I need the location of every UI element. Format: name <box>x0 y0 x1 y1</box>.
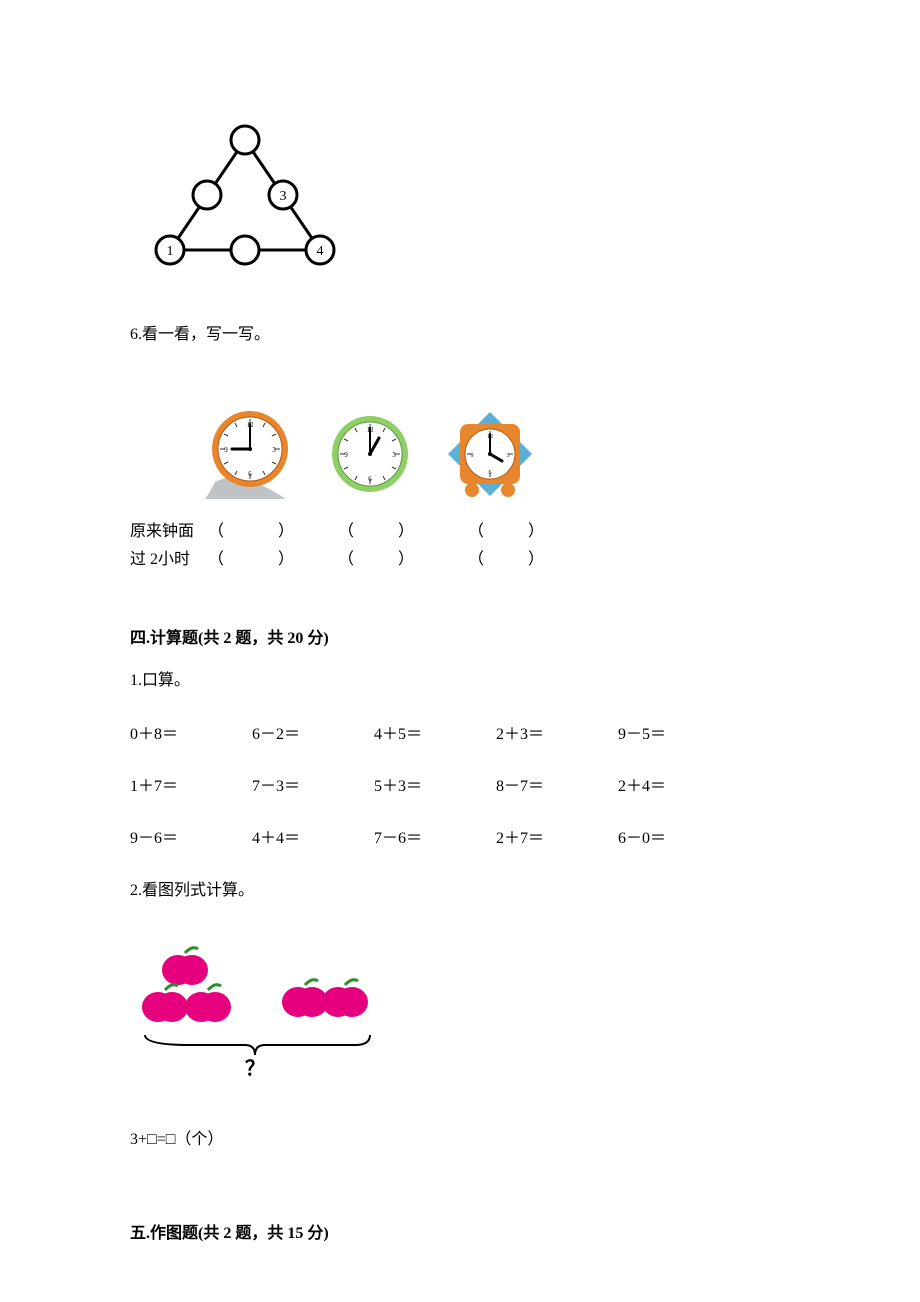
clocks-svg: 12 3 6 9 12 3 6 9 <box>130 394 560 504</box>
paren: ） <box>278 517 308 541</box>
calc-cell: 0＋8＝ <box>130 720 252 744</box>
calc-cell: 2＋3＝ <box>496 720 618 744</box>
apple <box>185 985 231 1022</box>
apple <box>322 980 368 1017</box>
clock-labels: 原来钟面 （ ） （ ） （ ） 过 2小时 （ ） （ ） （ ） <box>130 517 790 569</box>
clock-2: 12 3 6 9 <box>332 416 408 492</box>
row1-label: 原来钟面 <box>130 517 208 541</box>
calc-cell: 2＋4＝ <box>618 772 740 796</box>
calc-row-0: 0＋8＝ 6－2＝ 4＋5＝ 2＋3＝ 9－5＝ <box>130 720 790 744</box>
svg-text:9: 9 <box>344 451 348 459</box>
triangle-num-rightmid: 3 <box>280 189 287 204</box>
calc-cell: 4＋5＝ <box>374 720 496 744</box>
apples-figure: ？ <box>130 935 790 1090</box>
section4-q1-label: 1.口算。 <box>130 666 790 690</box>
section4-q2-label: 2.看图列式计算。 <box>130 876 790 900</box>
svg-text:6: 6 <box>248 470 252 478</box>
svg-text:3: 3 <box>507 453 510 459</box>
row2-label: 过 2小时 <box>130 545 208 569</box>
clock-3: 12 3 6 9 <box>448 412 532 497</box>
apple <box>162 948 208 985</box>
triangle-node-left-mid <box>193 181 221 209</box>
calc-row-2: 9－6＝ 4＋4＝ 7－6＝ 2＋7＝ 6－0＝ <box>130 824 790 848</box>
calc-cell: 7－6＝ <box>374 824 496 848</box>
triangle-node-bottom-mid <box>231 236 259 264</box>
calc-cell: 4＋4＝ <box>252 824 374 848</box>
paren: （ <box>208 517 228 541</box>
paren: ） <box>278 545 308 569</box>
triangle-num-bl: 1 <box>167 244 174 259</box>
calc-table: 0＋8＝ 6－2＝ 4＋5＝ 2＋3＝ 9－5＝ 1＋7＝ 7－3＝ 5＋3＝ … <box>130 720 790 848</box>
paren: ） <box>528 517 548 541</box>
triangle-svg: 3 1 4 <box>150 120 340 270</box>
q6-label: 6.看一看，写一写。 <box>130 320 790 344</box>
clocks-block: 12 3 6 9 12 3 6 9 <box>130 394 790 569</box>
svg-text:9: 9 <box>471 453 474 459</box>
clock-1: 12 3 6 9 <box>205 411 288 499</box>
triangle-num-br: 4 <box>317 244 324 259</box>
paren: （ <box>338 517 358 541</box>
triangle-node-top <box>231 126 259 154</box>
section4-heading: 四.计算题(共 2 题，共 20 分) <box>130 624 790 648</box>
calc-cell: 9－6＝ <box>130 824 252 848</box>
section5-heading: 五.作图题(共 2 题，共 15 分) <box>130 1219 790 1243</box>
apple <box>282 980 328 1017</box>
paren: （ <box>338 545 358 569</box>
paren: ） <box>398 545 428 569</box>
svg-text:6: 6 <box>489 470 492 476</box>
paren: （ <box>208 545 228 569</box>
brace-label: ？ <box>245 1058 265 1080</box>
paren: ） <box>528 545 548 569</box>
calc-cell: 6－0＝ <box>618 824 740 848</box>
svg-text:3: 3 <box>392 451 396 459</box>
paren: （ <box>468 545 488 569</box>
calc-cell: 7－3＝ <box>252 772 374 796</box>
calc-cell: 6－2＝ <box>252 720 374 744</box>
triangle-figure: 3 1 4 <box>150 120 790 275</box>
equation-line: 3+□=□（个） <box>130 1125 790 1149</box>
paren: （ <box>468 517 488 541</box>
calc-cell: 8－7＝ <box>496 772 618 796</box>
apple <box>142 985 188 1022</box>
apples-svg: ？ <box>130 935 390 1085</box>
paren: ） <box>398 517 428 541</box>
svg-text:3: 3 <box>272 446 276 454</box>
calc-row-1: 1＋7＝ 7－3＝ 5＋3＝ 8－7＝ 2＋4＝ <box>130 772 790 796</box>
calc-cell: 9－5＝ <box>618 720 740 744</box>
svg-text:9: 9 <box>224 446 228 454</box>
calc-cell: 1＋7＝ <box>130 772 252 796</box>
svg-text:6: 6 <box>368 475 372 483</box>
calc-cell: 5＋3＝ <box>374 772 496 796</box>
calc-cell: 2＋7＝ <box>496 824 618 848</box>
